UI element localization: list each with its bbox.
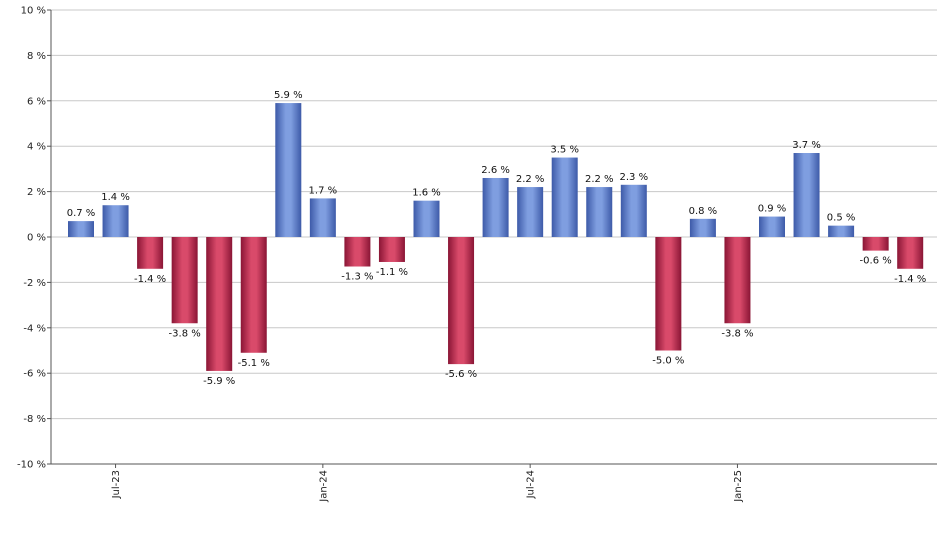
- bar-Jul-24: [517, 187, 544, 237]
- value-label-Mar-24: -1.1 %: [376, 267, 408, 278]
- y-tick-label: 2 %: [27, 187, 46, 198]
- value-label-Dec-24: 0.8 %: [689, 206, 718, 217]
- bar-Apr-24: [413, 200, 440, 237]
- bar-Jun-24: [482, 177, 509, 237]
- value-labels: 0.7 % 1.4 % -1.4 % -3.8 % -5.9 %-5.1 % 5.9 % 1…: [67, 90, 927, 387]
- bar-Dec-23: [275, 103, 302, 237]
- bar-Jun-23: [68, 221, 94, 237]
- bar-Nov-24: [655, 237, 682, 351]
- value-label-Apr-24: 1.6 %: [412, 188, 441, 199]
- bar-May-24: [448, 237, 475, 365]
- bar-May-25: [862, 237, 889, 251]
- bar-Feb-25: [759, 216, 785, 237]
- value-label-Jul-24: 2.2 %: [516, 174, 545, 185]
- bar-Apr-25: [828, 225, 855, 237]
- value-label-May-24: -5.6 %: [445, 369, 477, 380]
- bar-Oct-23: [206, 237, 233, 371]
- bar-Jun-25: [897, 237, 924, 269]
- value-label-Oct-24: 2.3 %: [620, 172, 649, 183]
- bar-Mar-25: [793, 153, 820, 237]
- bar-Aug-23: [137, 237, 164, 269]
- value-label-Sep-23: -3.8 %: [169, 328, 201, 339]
- value-label-Mar-25: 3.7 %: [792, 140, 821, 151]
- axes: 10 % 8 % 6 % 4 % 2 % 0 % -2 % -4 % -6 % -8 % -10 %…: [17, 6, 937, 503]
- value-label-Jan-24: 1.7 %: [309, 185, 338, 196]
- bar-Oct-24: [620, 184, 647, 237]
- value-label-Nov-24: -5.0 %: [652, 356, 684, 367]
- y-tick-label: 4 %: [27, 142, 46, 153]
- y-tick-label: 6 %: [27, 96, 46, 107]
- y-tick-label: -2 %: [23, 278, 46, 289]
- value-label-Sep-24: 2.2 %: [585, 174, 614, 185]
- bar-Jan-25: [724, 237, 751, 324]
- y-tick-label: 0 %: [27, 233, 46, 244]
- bar-Mar-24: [378, 237, 405, 262]
- y-tick-label: 8 %: [27, 51, 46, 62]
- value-label-Jun-24: 2.6 %: [481, 165, 510, 176]
- bar-Sep-24: [586, 187, 613, 237]
- value-label-Feb-24: -1.3 %: [341, 272, 373, 283]
- value-label-Jan-25: -3.8 %: [721, 328, 753, 339]
- x-tick-label-Jan-24: Jan-24: [318, 470, 329, 503]
- y-tick-label: -4 %: [23, 323, 46, 334]
- y-tick-label: -10 %: [17, 460, 46, 471]
- y-tick-label: -8 %: [23, 414, 46, 425]
- x-tick-label-Jan-25: Jan-25: [733, 470, 744, 503]
- value-label-Aug-23: -1.4 %: [134, 274, 166, 285]
- value-label-Jul-23: 1.4 %: [101, 192, 130, 203]
- value-label-Oct-23: -5.9 %: [203, 376, 235, 387]
- bar-Sep-23: [171, 237, 198, 324]
- y-tick-label: -6 %: [23, 369, 46, 380]
- value-label-Jun-23: 0.7 %: [67, 208, 96, 219]
- bar-Jul-23: [102, 205, 129, 237]
- value-label-Jun-25: -1.4 %: [894, 274, 926, 285]
- bar-Feb-24: [344, 237, 371, 267]
- x-tick-label-Jul-23: Jul-23: [111, 470, 122, 499]
- value-label-May-25: -0.6 %: [860, 256, 892, 267]
- y-tick-label: 10 %: [21, 6, 46, 17]
- x-tick-label-Jul-24: Jul-24: [526, 470, 537, 499]
- bar-Jan-24: [309, 198, 336, 237]
- bar-Aug-24: [551, 157, 578, 237]
- value-label-Aug-24: 3.5 %: [550, 145, 579, 156]
- value-label-Feb-25: 0.9 %: [758, 204, 787, 215]
- bars: [68, 103, 924, 371]
- value-label-Apr-25: 0.5 %: [827, 213, 856, 224]
- value-label-Nov-23: -5.1 %: [238, 358, 270, 369]
- value-label-Dec-23: 5.9 %: [274, 90, 303, 101]
- bar-Dec-24: [689, 218, 716, 237]
- bar-Nov-23: [240, 237, 267, 353]
